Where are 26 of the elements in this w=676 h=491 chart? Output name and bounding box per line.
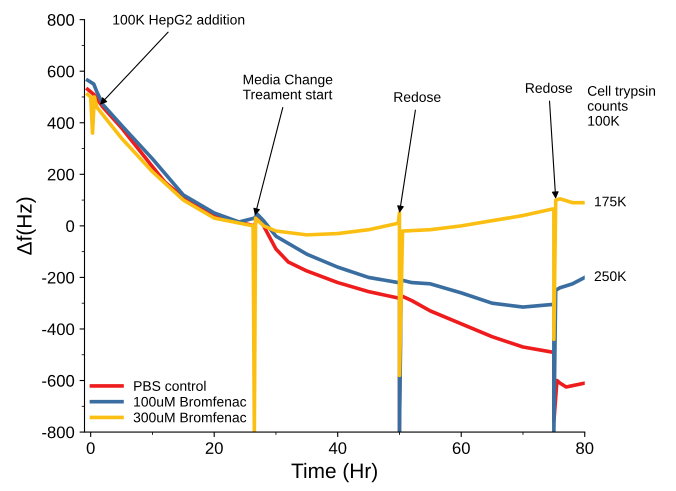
y-tick-label: 600	[48, 66, 74, 78]
y-tick-label: 400	[47, 117, 74, 129]
y-tick-label: 0	[66, 220, 74, 232]
annotation: 175K	[595, 196, 626, 206]
annotation: 100K HepG2 addition	[113, 14, 244, 28]
x-tick-label: 20	[206, 442, 223, 454]
y-tick-label: -200	[42, 272, 74, 284]
y-tick-label: 200	[48, 168, 74, 181]
x-axis-title: Time (Hr)	[292, 462, 377, 482]
y-axis-title: Δf(Hz)	[16, 198, 36, 255]
annotation: 250K	[594, 271, 626, 282]
y-tick-label: -800	[42, 426, 74, 438]
annotation: Media Change Treament start	[242, 74, 332, 100]
x-tick-label: 80	[576, 442, 594, 454]
annotation: Redose	[394, 92, 441, 102]
y-tick-label: 800	[48, 14, 74, 26]
legend-label: 300uM Bromfenac	[134, 412, 246, 422]
x-tick-label: 60	[452, 442, 470, 454]
x-tick-label: 40	[328, 442, 346, 454]
legend-label: PBS control	[134, 380, 206, 391]
annotation: Redose	[526, 82, 572, 93]
legend-label: 100uM Bromfenac	[134, 396, 246, 407]
text: Cell trypsin counts 100K	[588, 86, 656, 126]
y-tick-label: -600	[42, 374, 74, 387]
x-tick-label: 0	[86, 442, 95, 454]
y-tick-label: -400	[42, 323, 74, 336]
